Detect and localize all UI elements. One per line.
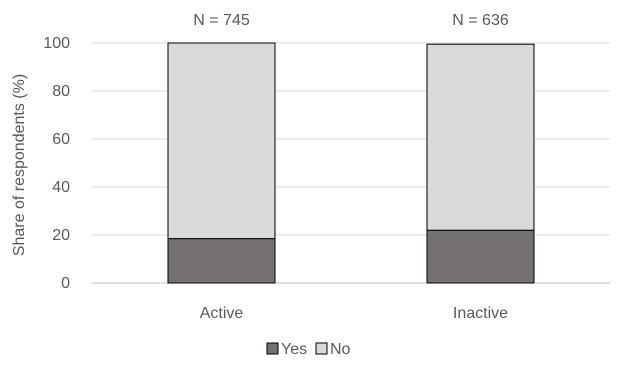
- bar-segment-yes-active: [167, 238, 276, 284]
- legend-swatch-yes: [266, 342, 279, 355]
- bar-segment-yes-inactive: [426, 229, 535, 284]
- y-axis-label: Share of respondents (%): [11, 74, 28, 256]
- sample-size-annotation: N = 745: [193, 12, 250, 29]
- y-tick-label: 60: [52, 131, 70, 148]
- y-tick-label: 20: [52, 227, 70, 244]
- category-annotations: N = 745 N = 636: [193, 12, 509, 29]
- sample-size-annotation: N = 636: [452, 12, 509, 29]
- bar-segment-no-inactive: [426, 43, 535, 231]
- y-tick-labels: 0 20 40 60 80 100: [43, 35, 70, 292]
- legend-label-yes: Yes: [281, 341, 307, 358]
- x-tick-label: Active: [200, 305, 244, 322]
- bars: [167, 42, 535, 284]
- legend-label-no: No: [330, 341, 351, 358]
- y-tick-label: 0: [61, 275, 70, 292]
- legend: Yes No: [266, 341, 351, 358]
- y-tick-label: 100: [43, 35, 70, 52]
- y-tick-label: 80: [52, 83, 70, 100]
- y-tick-label: 40: [52, 179, 70, 196]
- legend-swatch-no: [315, 342, 328, 355]
- x-tick-labels: Active Inactive: [200, 305, 508, 322]
- x-tick-label: Inactive: [453, 305, 508, 322]
- bar-segment-no-active: [167, 42, 276, 240]
